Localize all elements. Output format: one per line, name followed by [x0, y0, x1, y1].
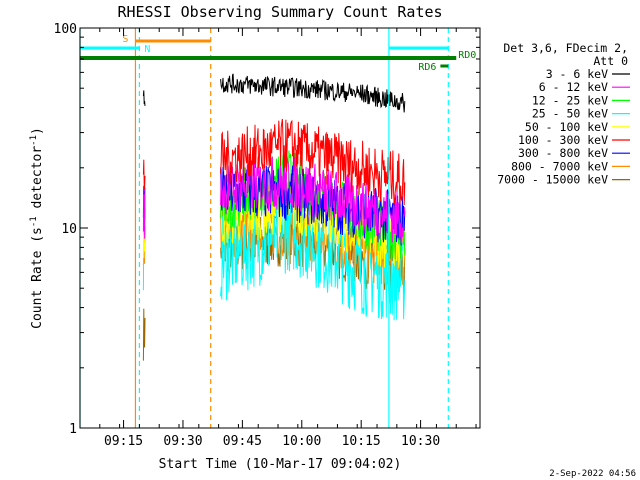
- x-tick-label-10-30: 10:30: [401, 434, 440, 449]
- y-axis-label-part-2: detector: [30, 146, 45, 217]
- x-tick-label-09-30: 09:30: [163, 434, 202, 449]
- legend-label-12-25-kev: 12 - 25 keV: [532, 93, 608, 107]
- legend-label-300-800-kev: 300 - 800 keV: [518, 146, 608, 160]
- annotation-bars: S N RD0 RD6: [80, 34, 476, 73]
- series-3-6-kev: [142, 73, 406, 113]
- series-line-7000-15000-kev-1: [142, 308, 146, 361]
- x-tick-label-10-00: 10:00: [282, 434, 321, 449]
- y-axis-label-part-1: Count Rate (s: [30, 227, 45, 329]
- y-tick-label-10: 10: [61, 222, 77, 237]
- legend-label-7000-15000-kev: 7000 - 15000 keV: [497, 173, 608, 187]
- legend-header-line-1: Det 3,6, FDecim 2,: [503, 41, 628, 55]
- series-100-300-kev: [142, 118, 406, 206]
- series-line-6-12-kev-1: [142, 187, 146, 239]
- chart-title: RHESSI Observing Summary Count Rates: [117, 3, 442, 21]
- legend-header-line-2: Att 0: [593, 54, 628, 68]
- timestamp: 2-Sep-2022 04:56: [549, 469, 636, 479]
- series-line-3-6-kev-2: [220, 73, 406, 113]
- y-axis-label: Count Rate (s-1 detector-1): [29, 127, 45, 329]
- x-tick-label-09-45: 09:45: [223, 434, 262, 449]
- y-axis-label-part-3: ): [30, 127, 45, 135]
- y-tick-label-1: 1: [69, 422, 77, 437]
- y-tick-label-100: 100: [54, 22, 77, 37]
- x-tick-label-10-15: 10:15: [342, 434, 381, 449]
- annotation-label-s: S: [122, 34, 128, 45]
- series-layer: [142, 73, 406, 361]
- legend-label-100-300-kev: 100 - 300 keV: [518, 133, 608, 147]
- series-line-3-6-kev-1: [142, 90, 146, 106]
- series-line-100-300-kev-1: [142, 159, 146, 189]
- x-tick-label-09-15: 09:15: [104, 434, 143, 449]
- series-line-25-50-kev-2: [220, 188, 406, 321]
- y-axis-label-sup-1: -1: [29, 216, 39, 227]
- legend-label-6-12-kev: 6 - 12 keV: [539, 80, 608, 94]
- legend-label-3-6-kev: 3 - 6 keV: [546, 67, 608, 81]
- legend-label-25-50-kev: 25 - 50 keV: [532, 107, 608, 121]
- annotation-label-rd6: RD6: [418, 62, 436, 73]
- series-line-100-300-kev-2: [220, 118, 406, 206]
- legend-label-50-100-kev: 50 - 100 keV: [525, 120, 608, 134]
- legend-label-800-7000-kev: 800 - 7000 keV: [511, 159, 608, 173]
- annotation-label-rd0: RD0: [458, 50, 476, 61]
- x-axis-label: Start Time (10-Mar-17 09:04:02): [159, 457, 402, 472]
- annotation-label-n: N: [144, 44, 150, 55]
- axis-ticks: 09:15 09:30 09:45 10:00 10:15 10:30 1 10 100: [54, 22, 480, 449]
- y-axis-label-sup-2: -1: [29, 135, 39, 146]
